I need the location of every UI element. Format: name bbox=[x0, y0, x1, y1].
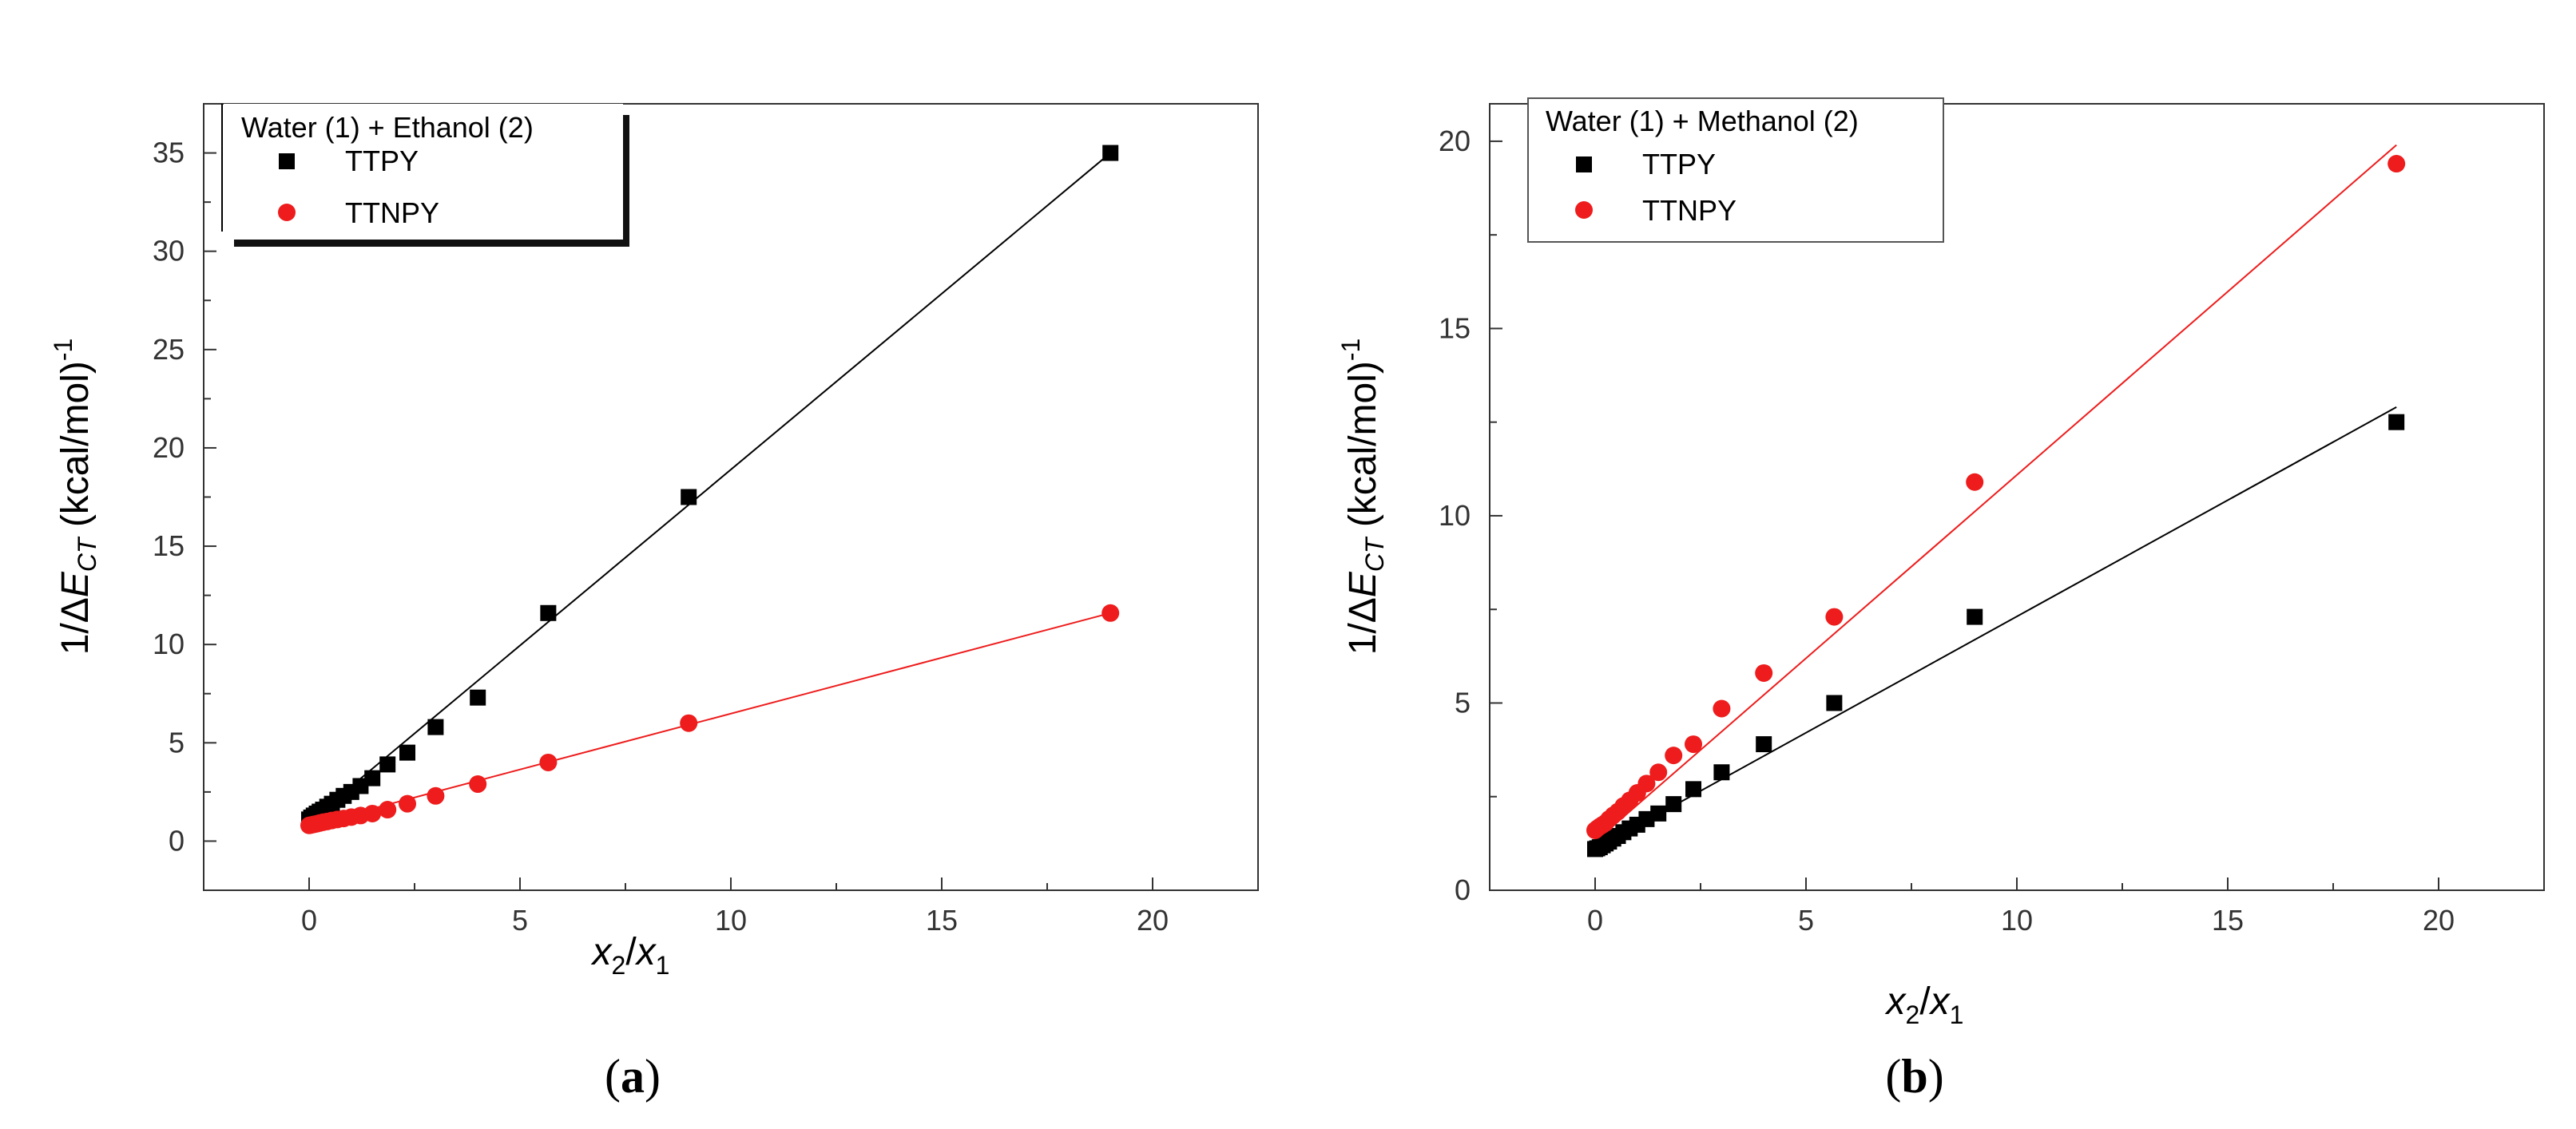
x-tick-label: 20 bbox=[1137, 904, 1169, 937]
data-point-ttpy bbox=[364, 770, 381, 786]
data-point-ttpy bbox=[1650, 805, 1667, 822]
fit-line-ttnpy bbox=[308, 612, 1111, 826]
data-point-ttpy bbox=[540, 604, 557, 621]
data-point-ttpy bbox=[1665, 796, 1682, 813]
data-point-ttpy bbox=[1685, 781, 1702, 798]
fit-line-ttnpy bbox=[1594, 144, 2397, 842]
legend-marker-ttnpy bbox=[278, 204, 296, 221]
legend-label-ttpy: TTPY bbox=[1642, 148, 1716, 180]
legend-marker-ttnpy bbox=[1575, 201, 1593, 219]
y-tick-label: 25 bbox=[153, 333, 185, 366]
x-tick-label: 20 bbox=[2423, 904, 2455, 937]
panel-label-a: (a) bbox=[605, 1050, 661, 1103]
legend-label-ttpy: TTPY bbox=[345, 145, 419, 177]
data-point-ttnpy bbox=[399, 794, 417, 813]
data-point-ttnpy bbox=[469, 775, 487, 794]
x-tick-label: 0 bbox=[1587, 904, 1603, 937]
data-point-ttpy bbox=[399, 744, 416, 761]
y-tick-label: 20 bbox=[1439, 125, 1471, 157]
data-point-ttnpy bbox=[680, 714, 698, 732]
data-point-ttpy bbox=[379, 756, 396, 773]
data-point-ttnpy bbox=[1649, 763, 1668, 782]
x-tick-label: 5 bbox=[1798, 904, 1814, 937]
data-point-ttnpy bbox=[1665, 747, 1683, 765]
data-point-ttnpy bbox=[1825, 608, 1844, 626]
data-point-ttnpy bbox=[1637, 774, 1656, 793]
data-point-ttpy bbox=[427, 719, 444, 735]
y-tick-label: 35 bbox=[153, 137, 185, 169]
x-axis-title: x2/x1 bbox=[591, 931, 670, 980]
data-point-ttpy bbox=[1826, 695, 1843, 711]
y-tick-label: 0 bbox=[1455, 873, 1471, 906]
y-axis-title: 1/ΔECT (kcal/mol)-1 bbox=[49, 339, 101, 656]
data-point-ttnpy bbox=[2387, 155, 2406, 173]
data-point-ttpy bbox=[2388, 414, 2405, 430]
fit-line-ttpy bbox=[308, 152, 1111, 822]
legend-title: Water (1) + Methanol (2) bbox=[1546, 105, 1859, 137]
data-point-ttpy bbox=[1756, 736, 1772, 753]
y-tick-label: 10 bbox=[1439, 499, 1471, 532]
x-axis-title: x2/x1 bbox=[1885, 980, 1964, 1029]
panel-label-b-letter: b bbox=[1901, 1050, 1927, 1103]
data-point-ttpy bbox=[470, 689, 486, 706]
panel-label-b: (b) bbox=[1885, 1050, 1943, 1103]
y-tick-label: 15 bbox=[153, 529, 185, 562]
legend-marker-ttpy bbox=[279, 153, 295, 169]
legend-marker-ttpy bbox=[1576, 156, 1592, 172]
legend: Water (1) + Ethanol (2) TTPY TTNPY bbox=[221, 104, 629, 247]
y-tick-label: 5 bbox=[1455, 686, 1471, 719]
data-point-ttnpy bbox=[363, 804, 382, 822]
y-tick-label: 30 bbox=[153, 235, 185, 267]
y-tick-label: 5 bbox=[169, 726, 185, 759]
fit-line-ttpy bbox=[1594, 406, 2397, 850]
x-tick-label: 10 bbox=[2001, 904, 2033, 937]
chart-panel-a: 0 5 10 15 20 0 5 10 15 20 25 30 35 Water (1) + Ethan… bbox=[49, 103, 1259, 1103]
chart-panel-b: 0 5 10 15 20 0 5 10 15 20 Water (1) + Methanol (2… bbox=[1336, 97, 2545, 1103]
data-point-ttpy bbox=[1102, 145, 1119, 161]
y-tick-label: 10 bbox=[153, 628, 185, 660]
data-point-ttpy bbox=[681, 489, 697, 505]
x-tick-label: 10 bbox=[715, 904, 747, 937]
legend-title: Water (1) + Ethanol (2) bbox=[241, 111, 534, 144]
y-axis-title: 1/ΔECT (kcal/mol)-1 bbox=[1336, 339, 1389, 656]
panel-label-a-letter: a bbox=[621, 1050, 645, 1103]
data-point-ttnpy bbox=[1966, 473, 1984, 491]
data-point-ttpy bbox=[1713, 764, 1730, 781]
data-point-ttnpy bbox=[379, 801, 397, 819]
legend-box bbox=[1527, 97, 1944, 243]
data-point-ttnpy bbox=[1685, 735, 1703, 754]
data-point-ttnpy bbox=[1713, 699, 1731, 718]
x-tick-label: 5 bbox=[512, 904, 528, 937]
legend-label-ttnpy: TTNPY bbox=[1642, 194, 1737, 227]
y-tick-label: 0 bbox=[169, 824, 185, 857]
data-point-ttpy bbox=[1967, 608, 1983, 625]
x-tick-label: 15 bbox=[926, 904, 958, 937]
data-point-ttnpy bbox=[1755, 664, 1773, 682]
x-tick-label: 0 bbox=[301, 904, 317, 937]
y-tick-label: 15 bbox=[1439, 311, 1471, 344]
data-point-ttnpy bbox=[427, 786, 445, 805]
data-point-ttnpy bbox=[1101, 604, 1120, 622]
y-tick-label: 20 bbox=[153, 431, 185, 464]
legend-label-ttnpy: TTNPY bbox=[345, 196, 439, 229]
data-point-ttnpy bbox=[539, 753, 558, 771]
x-tick-label: 15 bbox=[2212, 904, 2244, 937]
legend: Water (1) + Methanol (2) TTPY TTNPY bbox=[1527, 97, 1944, 243]
